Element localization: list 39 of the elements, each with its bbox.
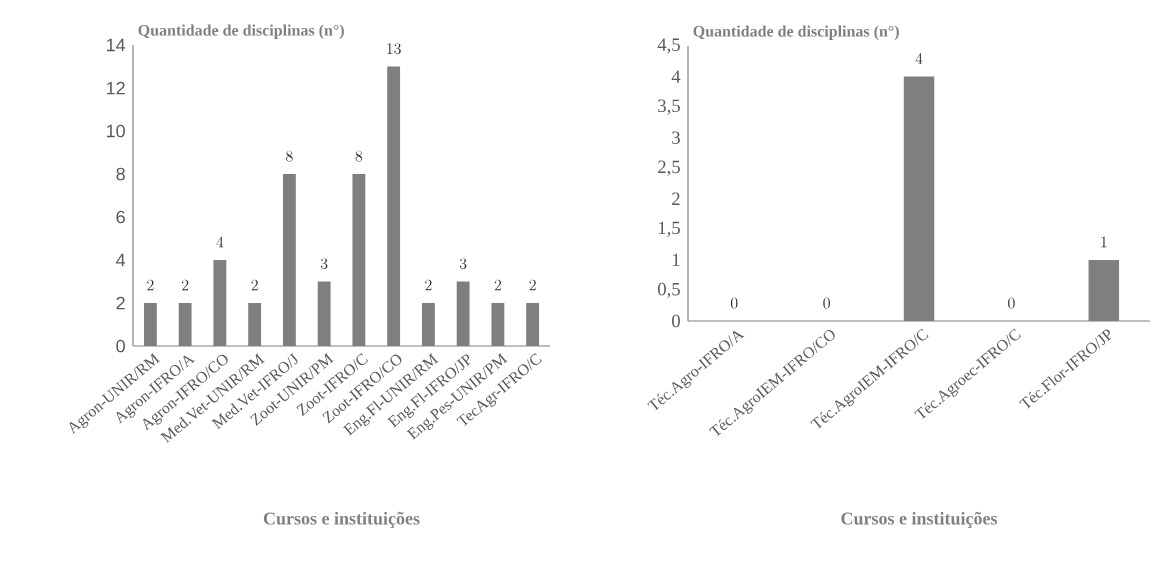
y-tick-label: 0 (116, 339, 125, 353)
y-tick-label: 0 (672, 314, 680, 328)
data-label: 2 (425, 279, 432, 291)
data-label: 0 (823, 297, 830, 309)
data-label: 0 (730, 297, 738, 309)
data-label: 1 (1101, 236, 1107, 248)
y-tick-label: 2 (116, 296, 125, 310)
y-tick-label: 3 (672, 131, 680, 144)
data-label: 4 (915, 53, 923, 64)
y-tick-label: 0,5 (658, 282, 680, 299)
y-tick-label: 4 (116, 253, 126, 267)
data-label: 2 (529, 279, 536, 291)
y-tick-label: 1 (672, 253, 680, 267)
y-tick-label: 4 (671, 70, 681, 83)
data-label: 8 (286, 150, 293, 162)
data-label: 2 (251, 279, 258, 291)
data-label: 0 (1008, 297, 1015, 309)
data-label: 8 (355, 150, 363, 162)
y-tick-label: 2 (672, 192, 680, 205)
x-axis-title: Cursos e instituições (263, 511, 420, 529)
data-label: 2 (494, 279, 502, 291)
data-label: 3 (320, 258, 328, 270)
y-tick-label: 3,5 (658, 99, 680, 115)
y-tick-label: 10 (106, 124, 125, 138)
data-label: 3 (459, 258, 467, 270)
data-label: 4 (216, 236, 224, 248)
y-tick-label: 2,5 (658, 160, 680, 176)
y-axis-title: Quantidade de disciplinas (n°) (138, 24, 344, 39)
data-label: 2 (181, 279, 189, 291)
x-axis-title: Cursos e instituições (841, 511, 998, 529)
y-axis-title: Quantidade de disciplinas (n°) (693, 25, 899, 40)
y-tick-label: 6 (116, 210, 125, 224)
y-tick-label: 1,5 (658, 221, 680, 237)
data-label: 2 (147, 279, 154, 291)
y-tick-label: 8 (116, 167, 125, 181)
y-tick-label: 14 (106, 38, 126, 52)
y-tick-label: 12 (106, 81, 125, 95)
data-label: 13 (387, 43, 401, 55)
y-tick-label: 4,5 (657, 38, 680, 54)
